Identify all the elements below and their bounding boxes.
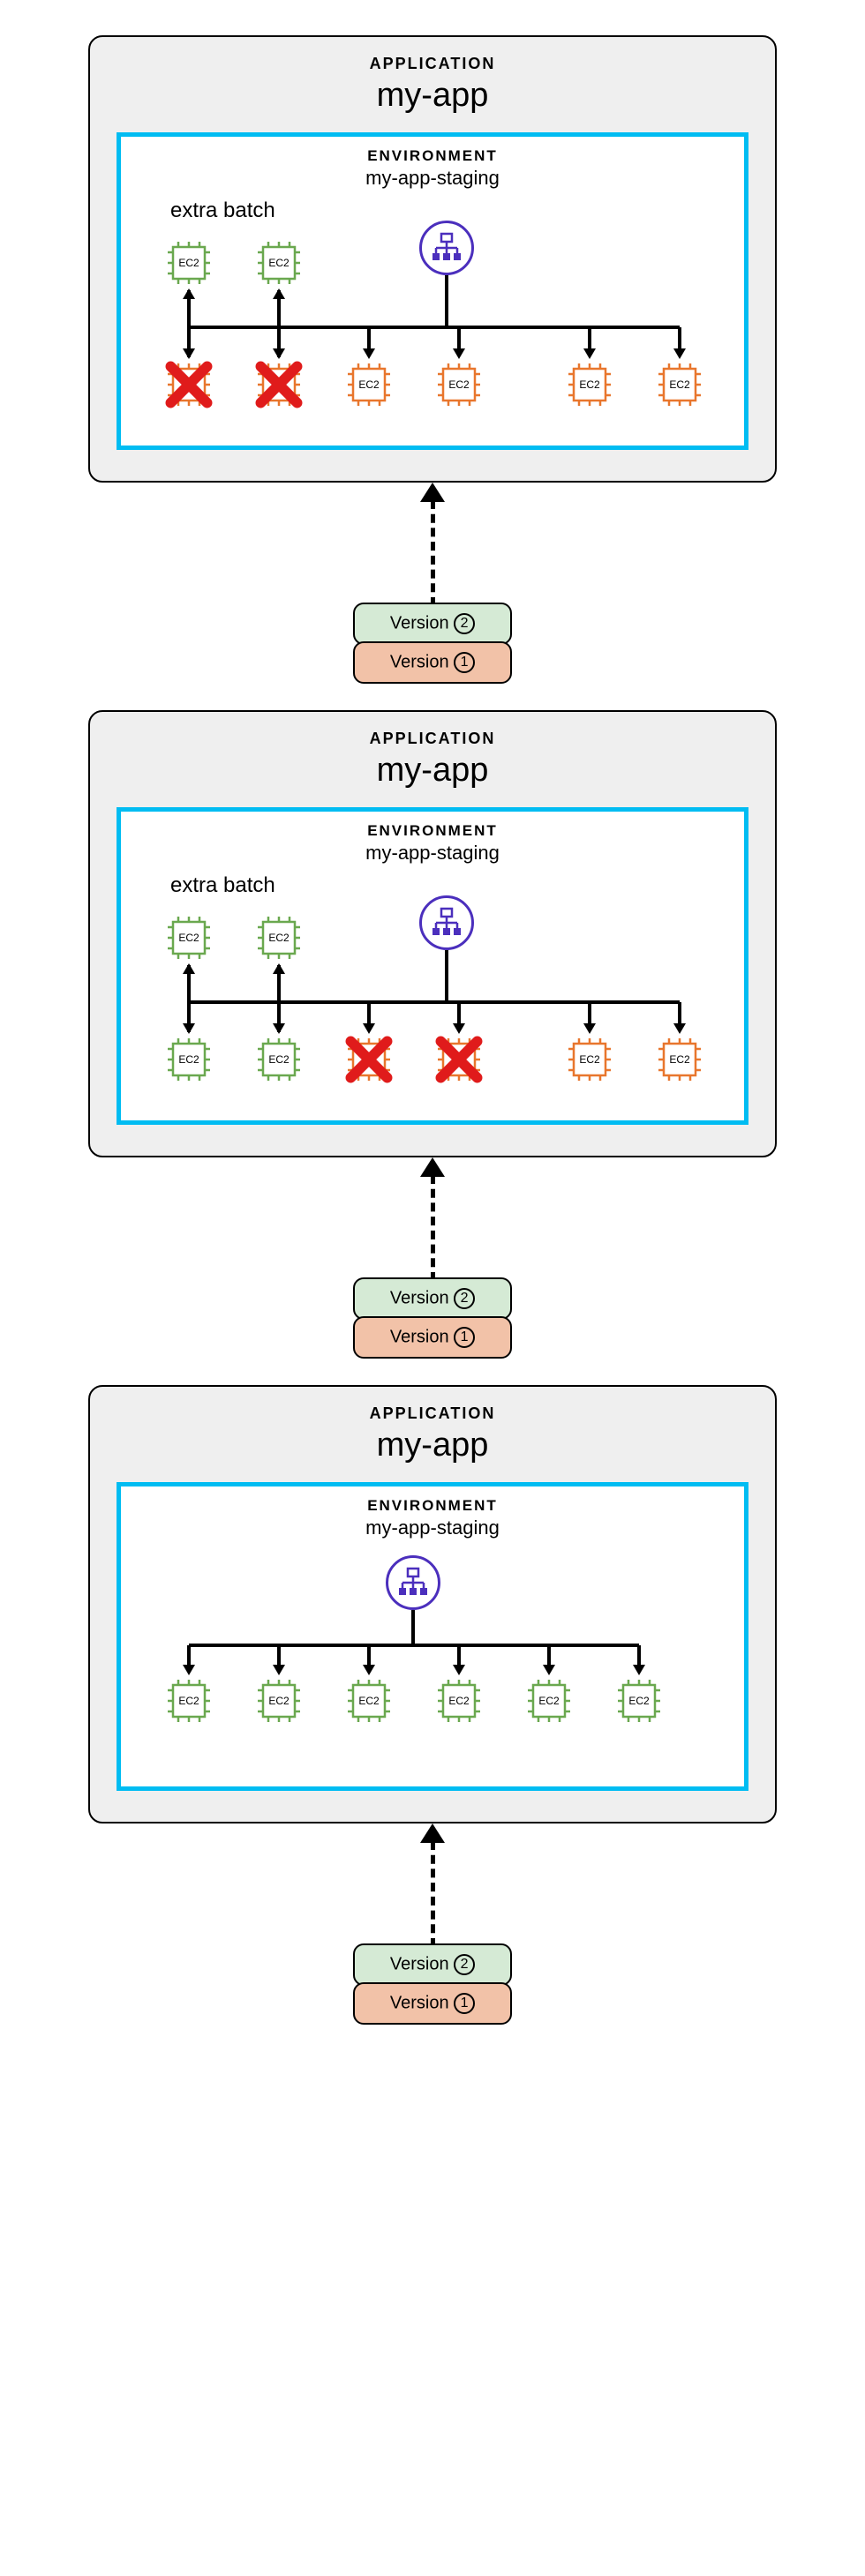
ec2-instance [162, 357, 216, 412]
application-name: my-app [117, 752, 748, 790]
ec2-instance: EC2 [432, 357, 486, 412]
load-balancer-icon [419, 895, 474, 950]
dashed-connector [431, 1841, 435, 1947]
extra-batch-label: extra batch [170, 198, 275, 223]
environment-label: ENVIRONMENT [142, 822, 723, 840]
ec2-instance: EC2 [162, 910, 216, 965]
arrow-up-icon [420, 1157, 445, 1177]
application-label: APPLICATION [117, 1404, 748, 1423]
application-box: APPLICATION my-app ENVIRONMENT my-app-st… [88, 35, 777, 483]
ec2-instance: EC2 [432, 1674, 486, 1728]
application-box: APPLICATION my-app ENVIRONMENT my-app-st… [88, 1385, 777, 1823]
environment-box: ENVIRONMENT my-app-staging EC2 EC2 [117, 1482, 748, 1791]
environment-box: ENVIRONMENT my-app-staging extra batch E… [117, 132, 748, 450]
version-pill-2: Version 2 [353, 603, 512, 645]
ec2-instance: EC2 [342, 357, 396, 412]
ec2-instance: EC2 [252, 910, 306, 965]
load-balancer-icon [419, 221, 474, 275]
ec2-instance: EC2 [562, 1032, 617, 1087]
ec2-instance: EC2 [252, 236, 306, 290]
ec2-instance: EC2 [252, 1674, 306, 1728]
ec2-instance: EC2 [162, 1674, 216, 1728]
ec2-instance: EC2 [162, 1032, 216, 1087]
ec2-instance: EC2 [652, 1032, 707, 1087]
ec2-instance [342, 1032, 396, 1087]
ec2-instance: EC2 [652, 357, 707, 412]
environment-label: ENVIRONMENT [142, 1497, 723, 1515]
application-box: APPLICATION my-app ENVIRONMENT my-app-st… [88, 710, 777, 1157]
ec2-instance: EC2 [612, 1674, 666, 1728]
arrow-up-icon [420, 483, 445, 502]
environment-name: my-app-staging [142, 1516, 723, 1539]
application-name: my-app [117, 1427, 748, 1464]
ec2-instance: EC2 [252, 1032, 306, 1087]
application-label: APPLICATION [117, 730, 748, 748]
ec2-instance: EC2 [562, 357, 617, 412]
arrow-up-icon [420, 1823, 445, 1843]
ec2-instance [252, 357, 306, 412]
ec2-instance: EC2 [522, 1674, 576, 1728]
application-label: APPLICATION [117, 55, 748, 73]
version-pill-1: Version 1 [353, 1316, 512, 1359]
version-pill-1: Version 1 [353, 1982, 512, 2025]
ec2-instance [432, 1032, 486, 1087]
deployment-panel-3: APPLICATION my-app ENVIRONMENT my-app-st… [18, 1385, 847, 2025]
version-pill-2: Version 2 [353, 1277, 512, 1320]
environment-name: my-app-staging [142, 167, 723, 190]
load-balancer-icon [386, 1555, 440, 1610]
deployment-panel-2: APPLICATION my-app ENVIRONMENT my-app-st… [18, 710, 847, 1359]
application-name: my-app [117, 77, 748, 115]
version-stack: Version 2Version 1 [18, 483, 847, 684]
environment-box: ENVIRONMENT my-app-staging extra batch E… [117, 807, 748, 1125]
deployment-panel-1: APPLICATION my-app ENVIRONMENT my-app-st… [18, 35, 847, 684]
version-stack: Version 2Version 1 [18, 1157, 847, 1359]
version-pill-2: Version 2 [353, 1943, 512, 1986]
environment-name: my-app-staging [142, 842, 723, 865]
dashed-connector [431, 1175, 435, 1281]
version-pill-1: Version 1 [353, 641, 512, 684]
extra-batch-label: extra batch [170, 873, 275, 898]
ec2-instance: EC2 [342, 1674, 396, 1728]
version-stack: Version 2Version 1 [18, 1823, 847, 2025]
ec2-instance: EC2 [162, 236, 216, 290]
dashed-connector [431, 500, 435, 606]
environment-label: ENVIRONMENT [142, 147, 723, 165]
